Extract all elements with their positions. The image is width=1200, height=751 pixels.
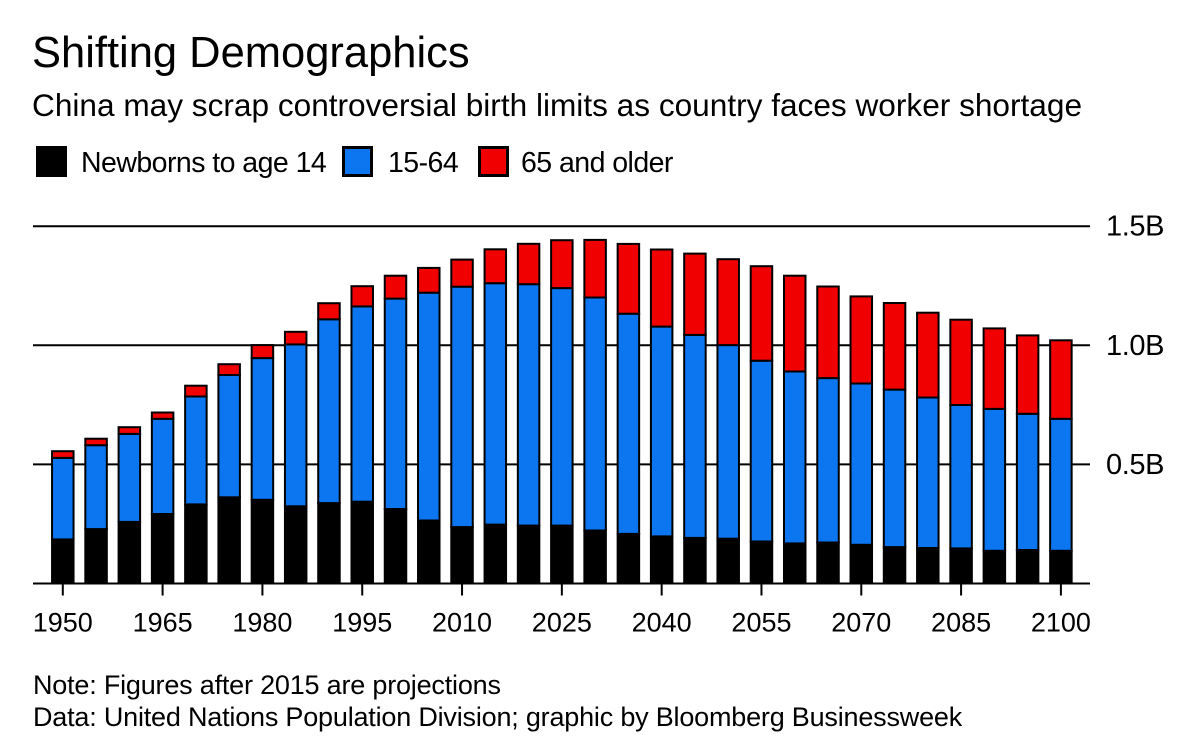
svg-text:1995: 1995 [332,608,392,638]
svg-text:2055: 2055 [731,608,791,638]
svg-text:2010: 2010 [432,608,492,638]
svg-text:1950: 1950 [33,608,93,638]
svg-text:2040: 2040 [632,608,692,638]
svg-text:2025: 2025 [532,608,592,638]
svg-text:0.5B: 0.5B [1106,449,1164,481]
svg-text:1965: 1965 [133,608,193,638]
svg-text:2085: 2085 [931,608,991,638]
svg-text:1.5B: 1.5B [1106,211,1164,243]
svg-text:2070: 2070 [831,608,891,638]
svg-text:1980: 1980 [232,608,292,638]
svg-text:2100: 2100 [1031,608,1091,638]
svg-text:1.0B: 1.0B [1106,330,1164,362]
